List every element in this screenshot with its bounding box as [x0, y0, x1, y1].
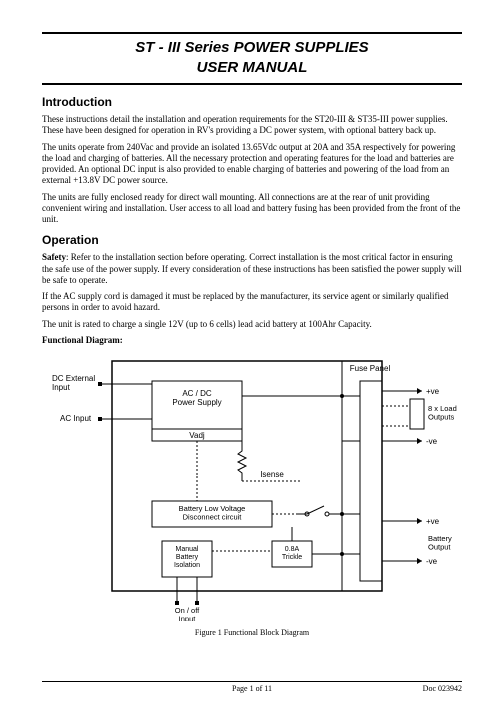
page-footer: Page 1 of 11 Doc 023942 [42, 681, 462, 693]
operation-paragraph-2: If the AC supply cord is damaged it must… [42, 291, 462, 314]
diagram-svg: AC / DCPower Supply Vadj DC ExternalInpu… [42, 351, 462, 621]
svg-text:DC ExternalInput: DC ExternalInput [52, 374, 95, 392]
page-number: Page 1 of 11 [42, 684, 462, 693]
operation-paragraph-3: The unit is rated to charge a single 12V… [42, 319, 462, 330]
safety-label: Safety [42, 252, 66, 262]
intro-paragraph-3: The units are fully enclosed ready for d… [42, 192, 462, 226]
svg-text:Battery Low VoltageDisconnect: Battery Low VoltageDisconnect circuit [179, 504, 246, 522]
intro-paragraph-1: These instructions detail the installati… [42, 114, 462, 137]
title-block: ST - III Series POWER SUPPLIES USER MANU… [42, 38, 462, 85]
functional-diagram: AC / DCPower Supply Vadj DC ExternalInpu… [42, 351, 462, 637]
title-line-1: ST - III Series POWER SUPPLIES [42, 38, 462, 58]
svg-text:Fuse Panel: Fuse Panel [350, 364, 391, 373]
safety-text: : Refer to the installation section befo… [42, 252, 462, 285]
svg-text:ManualBatteryIsolation: ManualBatteryIsolation [174, 546, 200, 569]
svg-text:Isense: Isense [260, 470, 284, 479]
intro-paragraph-2: The units operate from 240Vac and provid… [42, 142, 462, 187]
operation-heading: Operation [42, 233, 462, 247]
svg-text:-ve: -ve [426, 557, 438, 566]
svg-text:+ve: +ve [426, 517, 440, 526]
doc-number: Doc 023942 [423, 684, 462, 693]
svg-text:AC / DCPower Supply: AC / DCPower Supply [172, 389, 221, 407]
operation-paragraph-1: Safety: Refer to the installation sectio… [42, 252, 462, 286]
title-line-2: USER MANUAL [42, 58, 462, 78]
svg-text:-ve: -ve [426, 437, 438, 446]
svg-text:BatteryOutput: BatteryOutput [428, 534, 452, 552]
svg-text:Vadj: Vadj [189, 431, 205, 440]
svg-text:8 x LoadOutputs: 8 x LoadOutputs [428, 404, 457, 422]
page-content: ST - III Series POWER SUPPLIES USER MANU… [42, 32, 462, 637]
diagram-caption: Figure 1 Functional Block Diagram [42, 628, 462, 637]
introduction-heading: Introduction [42, 95, 462, 109]
svg-text:0.8ATrickle: 0.8ATrickle [282, 546, 302, 561]
svg-text:+ve: +ve [426, 387, 440, 396]
svg-text:On / offInput: On / offInput [175, 606, 200, 621]
functional-diagram-label: Functional Diagram: [42, 335, 462, 346]
svg-text:AC Input: AC Input [60, 414, 92, 423]
